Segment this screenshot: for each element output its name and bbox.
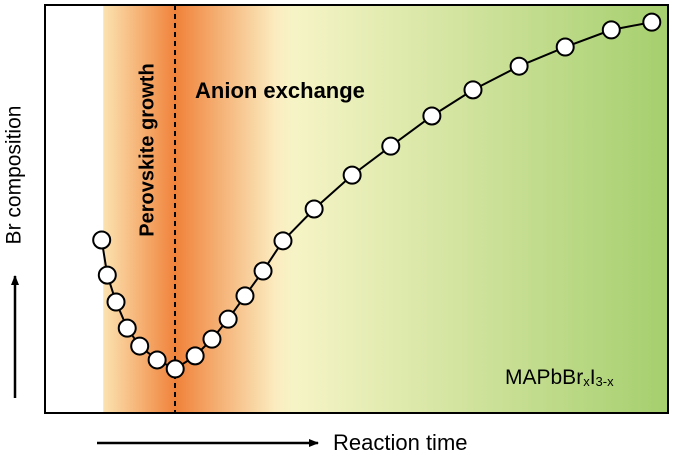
- line: [100, 21, 652, 371]
- marker: [422, 106, 442, 126]
- x-axis-label: Reaction time: [333, 430, 468, 455]
- marker: [555, 37, 575, 57]
- marker: [642, 12, 662, 32]
- plot-frame: [44, 4, 669, 414]
- marker: [253, 261, 273, 281]
- marker: [273, 231, 293, 251]
- annotation: Perovskite growth: [136, 63, 158, 236]
- marker: [165, 359, 185, 379]
- formula: MAPbBrxI3-x: [505, 366, 614, 390]
- marker: [130, 336, 150, 356]
- marker: [235, 286, 255, 306]
- annotation: Anion exchange: [195, 78, 365, 103]
- marker: [147, 350, 167, 370]
- marker: [381, 136, 401, 156]
- marker: [92, 230, 112, 250]
- marker: [97, 265, 117, 285]
- y-axis-label: Br composition: [3, 106, 26, 245]
- marker: [509, 56, 529, 76]
- marker: [106, 292, 126, 312]
- marker: [463, 80, 483, 100]
- marker: [185, 346, 205, 366]
- marker: [601, 20, 621, 40]
- marker: [218, 309, 238, 329]
- marker: [202, 329, 222, 349]
- marker: [117, 318, 137, 338]
- marker: [304, 199, 324, 219]
- marker: [342, 165, 362, 185]
